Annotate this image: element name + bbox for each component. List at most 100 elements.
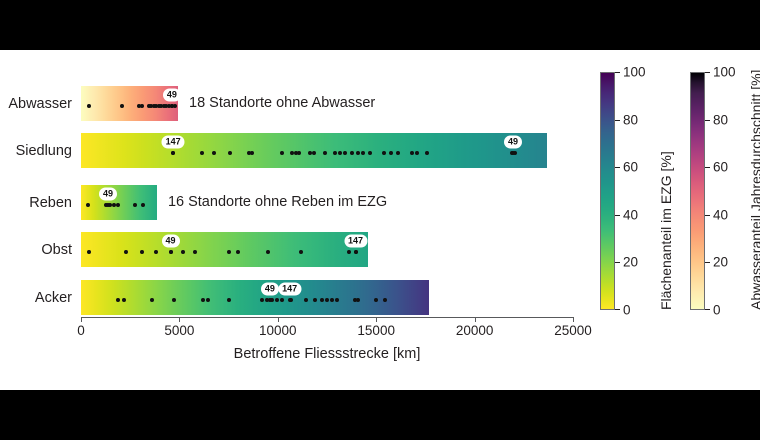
site-marker bbox=[149, 103, 154, 108]
site-marker bbox=[274, 297, 279, 302]
site-marker bbox=[153, 249, 158, 254]
site-marker bbox=[86, 103, 91, 108]
site-marker bbox=[112, 202, 117, 207]
site-marker bbox=[279, 297, 284, 302]
colorbar-gradient-flaechenanteil bbox=[600, 72, 615, 310]
site-marker bbox=[171, 150, 176, 155]
colorbar-gradient-abwasseranteil bbox=[690, 72, 705, 310]
site-marker bbox=[299, 249, 304, 254]
site-marker bbox=[154, 103, 159, 108]
site-marker bbox=[349, 150, 354, 155]
site-marker-label: 49 bbox=[163, 89, 180, 100]
site-marker bbox=[368, 150, 373, 155]
site-marker bbox=[250, 150, 255, 155]
y-axis-label-siedlung: Siedlung bbox=[15, 142, 72, 159]
site-marker bbox=[361, 150, 366, 155]
site-marker bbox=[161, 103, 166, 108]
x-axis-tick-label: 5000 bbox=[164, 323, 195, 338]
colorbar-tick-label: 100 bbox=[623, 64, 646, 80]
site-marker bbox=[181, 249, 186, 254]
colorbar-tick bbox=[615, 214, 620, 216]
site-marker bbox=[289, 150, 294, 155]
site-marker bbox=[308, 150, 313, 155]
colorbar-tick bbox=[615, 262, 620, 264]
bar-abwasser: 49 bbox=[81, 86, 180, 121]
x-axis-tick-label: 15000 bbox=[357, 323, 395, 338]
site-marker bbox=[172, 103, 177, 108]
site-marker bbox=[140, 202, 145, 207]
site-marker bbox=[116, 202, 121, 207]
colorbar-tick-label: 20 bbox=[713, 254, 729, 270]
site-marker bbox=[383, 297, 388, 302]
site-marker-label: 49 bbox=[162, 235, 179, 246]
colorbar-flaechenanteil: 0 20 40 60 80 100 Flächenanteil im EZG [%] bbox=[600, 65, 674, 316]
site-marker bbox=[279, 150, 284, 155]
colorbar-tick-label: 20 bbox=[623, 254, 639, 270]
site-marker bbox=[86, 202, 91, 207]
site-marker-label: 147 bbox=[345, 235, 367, 246]
site-marker bbox=[226, 249, 231, 254]
bar-acker: 49 147 bbox=[81, 280, 429, 315]
bar-fill-acker bbox=[81, 280, 429, 315]
site-marker bbox=[320, 297, 325, 302]
abwasser-note: 18 Standorte ohne Abwasser bbox=[189, 94, 376, 111]
site-marker bbox=[119, 103, 124, 108]
site-marker bbox=[139, 103, 144, 108]
site-marker bbox=[510, 150, 515, 155]
colorbar-tick bbox=[705, 167, 710, 169]
site-marker bbox=[293, 150, 298, 155]
colorbar-tick-label: 40 bbox=[623, 207, 639, 223]
colorbar-abwasseranteil: 0 20 40 60 80 100 Abwasseranteil Jahresdurchsc… bbox=[690, 65, 760, 316]
site-marker-label: 147 bbox=[279, 283, 301, 294]
site-marker bbox=[103, 202, 108, 207]
bar-reben: 49 bbox=[81, 185, 157, 220]
colorbar-tick-label: 60 bbox=[623, 159, 639, 175]
plot-plate: Abwasser Siedlung Reben Obst Acker 49 147 49 49… bbox=[0, 50, 760, 390]
colorbar-tick bbox=[615, 309, 620, 310]
colorbar-tick-label: 0 bbox=[713, 302, 721, 318]
site-marker bbox=[168, 249, 173, 254]
colorbar-tick-label: 60 bbox=[713, 159, 729, 175]
colorbar-tick-label: 80 bbox=[713, 111, 729, 127]
colorbar-tick bbox=[705, 72, 710, 73]
x-axis: 0 5000 10000 15000 20000 25000 bbox=[77, 317, 592, 339]
x-axis-tick-label: 25000 bbox=[554, 323, 592, 338]
colorbar-title-flaechenanteil: Flächenanteil im EZG [%] bbox=[658, 151, 674, 310]
site-marker bbox=[425, 150, 430, 155]
site-marker bbox=[323, 150, 328, 155]
colorbar-title-abwasseranteil: Abwasseranteil Jahresdurchschnitt [%] bbox=[748, 69, 760, 310]
site-marker bbox=[116, 297, 121, 302]
colorbar-tick-label: 0 bbox=[623, 302, 631, 318]
colorbar-tick-label: 80 bbox=[623, 111, 639, 127]
site-marker bbox=[169, 103, 174, 108]
site-marker bbox=[382, 150, 387, 155]
site-marker bbox=[164, 103, 169, 108]
site-marker bbox=[137, 103, 142, 108]
site-marker bbox=[201, 297, 206, 302]
y-axis-label-acker: Acker bbox=[34, 289, 72, 306]
site-marker bbox=[329, 297, 334, 302]
site-marker bbox=[151, 103, 156, 108]
x-axis-tick bbox=[573, 317, 574, 322]
colorbar-tick bbox=[615, 72, 620, 73]
site-marker bbox=[264, 297, 269, 302]
site-marker bbox=[325, 297, 329, 302]
site-marker bbox=[353, 249, 358, 254]
colorbar-tick bbox=[615, 167, 620, 169]
site-marker bbox=[332, 150, 337, 155]
site-marker bbox=[122, 297, 127, 302]
site-marker bbox=[267, 297, 272, 302]
site-marker bbox=[414, 150, 419, 155]
site-marker bbox=[105, 202, 110, 207]
site-marker bbox=[124, 249, 129, 254]
site-marker bbox=[342, 150, 347, 155]
x-axis-tick-label: 10000 bbox=[259, 323, 297, 338]
colorbar-tick bbox=[705, 262, 710, 264]
bar-fill-obst bbox=[81, 232, 368, 267]
site-marker bbox=[246, 150, 251, 155]
site-marker bbox=[212, 150, 217, 155]
site-marker bbox=[287, 297, 292, 302]
y-axis-label-reben: Reben bbox=[29, 194, 72, 211]
colorbar-tick-label: 100 bbox=[713, 64, 736, 80]
site-marker bbox=[313, 297, 318, 302]
